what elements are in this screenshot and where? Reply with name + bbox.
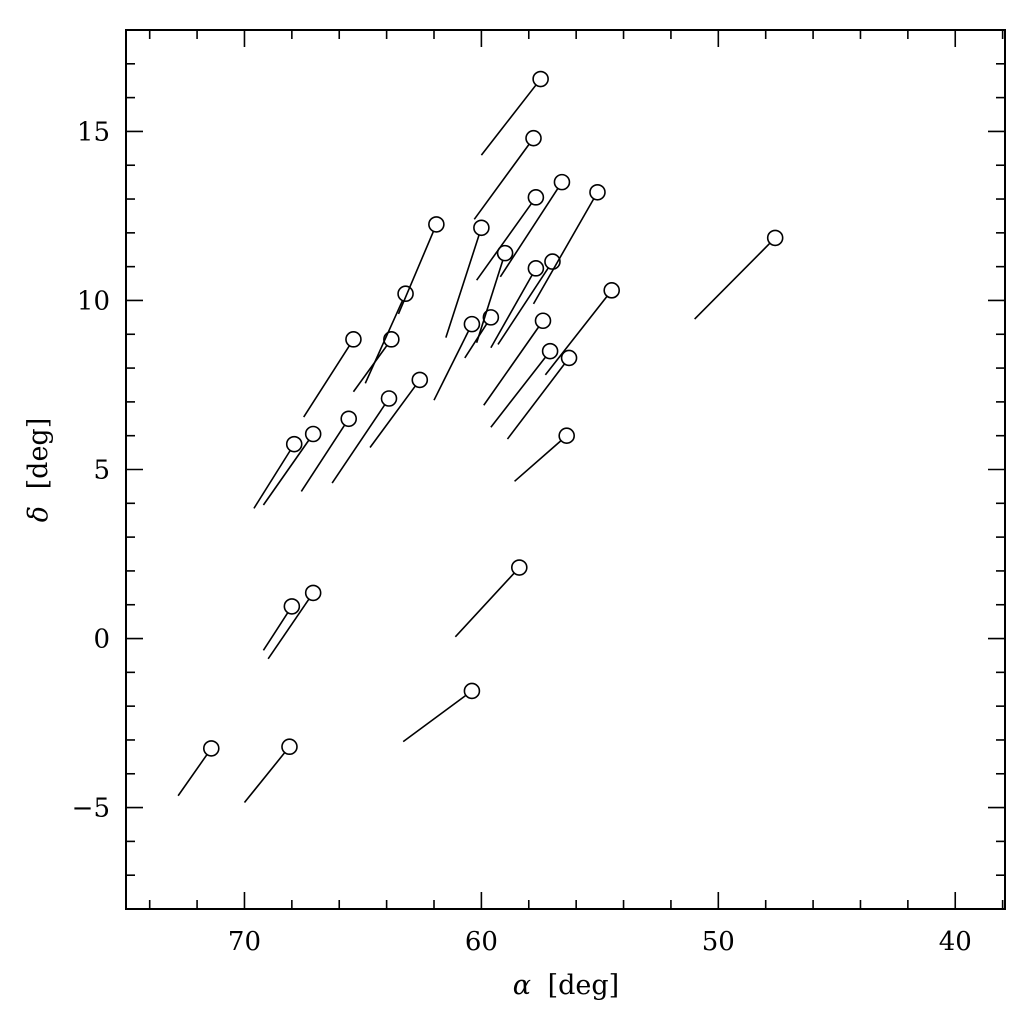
- y-tick-label: 0: [93, 625, 110, 655]
- data-point: [766, 229, 784, 247]
- data-point: [534, 312, 552, 330]
- data-point: [496, 244, 514, 262]
- data-point: [340, 410, 358, 428]
- data-point: [380, 390, 398, 407]
- motion-vector: [475, 260, 504, 343]
- data-point: [411, 371, 429, 389]
- motion-vector: [267, 598, 310, 660]
- motion-vector: [473, 143, 530, 220]
- data-point: [532, 70, 549, 88]
- data-point: [482, 309, 500, 326]
- data-point: [525, 129, 542, 147]
- motion-vector: [331, 404, 386, 484]
- data-point: [510, 559, 528, 576]
- data-point: [285, 435, 303, 453]
- motion-vector: [514, 440, 562, 482]
- motion-vector: [499, 187, 559, 278]
- x-axis-unit: [deg]: [548, 970, 620, 1001]
- x-tick-label: 60: [465, 927, 498, 957]
- data-point: [304, 584, 322, 602]
- data-point: [345, 331, 362, 348]
- x-tick-labels: 70 60 50 40: [228, 927, 972, 957]
- data-point: [560, 349, 578, 367]
- motion-vector: [300, 424, 346, 492]
- y-tick-label: −5: [72, 794, 110, 824]
- x-axis-symbol: α: [513, 970, 531, 1001]
- data-point: [553, 173, 571, 191]
- data-point: [397, 285, 414, 303]
- data-point: [603, 282, 621, 299]
- y-tick-label: 15: [77, 117, 110, 147]
- data-point: [473, 219, 490, 237]
- motion-vector: [480, 84, 537, 156]
- motion-vector: [506, 363, 566, 440]
- y-tick-label: 5: [93, 456, 110, 486]
- motion-vector: [694, 242, 771, 320]
- data-point: [541, 342, 559, 360]
- data-point: [283, 598, 301, 615]
- y-axis-title: δ [deg]: [23, 418, 54, 522]
- motion-vector: [544, 295, 608, 376]
- motion-vector: [483, 326, 540, 406]
- minor-ticks: [126, 30, 1005, 909]
- plot-frame: [125, 29, 1006, 910]
- motion-vector: [532, 198, 595, 305]
- data-point: [428, 216, 445, 233]
- y-axis-unit: [deg]: [23, 418, 54, 490]
- x-axis-title: α [deg]: [513, 970, 619, 1001]
- motion-vector: [497, 267, 550, 345]
- motion-vector: [464, 323, 488, 359]
- data-point: [281, 738, 298, 756]
- motion-vector: [262, 439, 310, 506]
- data-point: [589, 183, 606, 201]
- major-ticks: [126, 30, 1005, 909]
- motion-vector: [253, 450, 291, 509]
- data-point: [463, 315, 481, 333]
- y-tick-label: 10: [77, 286, 110, 316]
- data-point: [463, 682, 481, 700]
- motion-vector: [397, 230, 435, 315]
- data-point: [202, 740, 220, 757]
- motion-vector: [243, 752, 286, 804]
- motion-vector: [177, 754, 208, 797]
- motion-vector: [490, 356, 547, 428]
- motion-vector: [352, 344, 388, 393]
- data-marks: [177, 70, 784, 804]
- motion-vector: [402, 694, 467, 743]
- data-point: [527, 189, 545, 206]
- motion-vector: [303, 345, 351, 418]
- y-axis-symbol: δ: [23, 506, 54, 522]
- data-point: [383, 331, 400, 348]
- motion-vector: [490, 274, 533, 349]
- data-point: [527, 260, 545, 277]
- motion-vector: [369, 385, 416, 448]
- motion-vector: [476, 202, 533, 281]
- motion-vector: [433, 330, 470, 401]
- data-point: [558, 427, 575, 444]
- x-tick-label: 70: [228, 927, 261, 957]
- x-tick-label: 40: [939, 927, 972, 957]
- data-point: [544, 253, 561, 270]
- motion-vector: [454, 572, 515, 638]
- motion-vector: [445, 234, 480, 338]
- data-point: [304, 425, 322, 443]
- x-tick-label: 50: [702, 927, 735, 957]
- motion-vector: [262, 612, 289, 651]
- y-tick-labels: −5 0 5 10 15: [72, 117, 110, 823]
